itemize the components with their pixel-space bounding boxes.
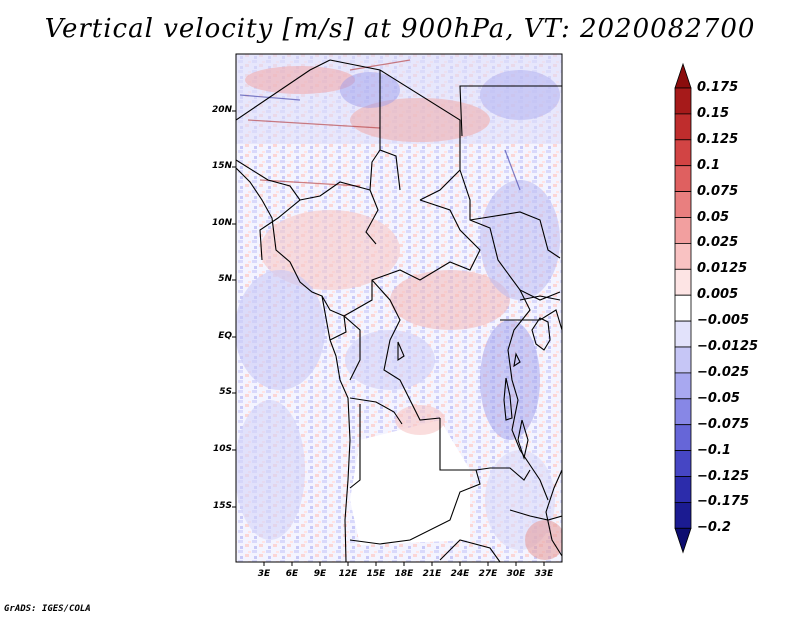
colorbar-label: 0.125 xyxy=(697,131,739,147)
lat-label: 10S xyxy=(212,444,232,454)
colorbar-label: 0.005 xyxy=(697,287,739,303)
lon-label: 18E xyxy=(394,569,414,579)
lat-label: EQ xyxy=(218,331,232,341)
colorbar-segment xyxy=(674,217,692,244)
lon-label: 6E xyxy=(285,569,299,579)
colorbar-segment xyxy=(674,191,692,218)
colorbar-segment xyxy=(674,424,692,452)
colorbar-label: −0.2 xyxy=(697,520,731,536)
colorbar-segment xyxy=(674,165,692,192)
colorbar-segment xyxy=(674,87,692,115)
lat-label: 10N xyxy=(211,218,232,228)
colorbar-label: −0.025 xyxy=(697,364,750,380)
lon-label: 9E xyxy=(313,569,327,579)
colorbar-segment xyxy=(674,139,692,167)
colorbar-label: −0.05 xyxy=(697,390,740,406)
colorbar-label: −0.005 xyxy=(697,313,750,329)
colorbar-segment xyxy=(674,501,692,529)
colorbar-label: 0.175 xyxy=(697,80,739,95)
lon-label: 15E xyxy=(366,569,386,579)
colorbar-label: 0.15 xyxy=(697,105,730,121)
colorbar-label: −0.125 xyxy=(697,468,750,484)
colorbar-segment xyxy=(674,268,692,296)
lat-label: 20N xyxy=(211,105,232,115)
colorbar-label: −0.175 xyxy=(697,494,750,510)
lat-label: 15N xyxy=(211,161,232,171)
velocity-field xyxy=(236,54,562,562)
boundaries xyxy=(236,59,562,562)
lon-label: 30E xyxy=(506,569,526,579)
colorbar-label: −0.1 xyxy=(697,442,731,458)
colorbar-segment xyxy=(674,372,692,400)
credit-text: GrADS: IGES/COLA xyxy=(4,604,91,614)
lon-label: 12E xyxy=(338,569,358,579)
colorbar-label: −0.075 xyxy=(697,416,750,432)
colorbar-segment xyxy=(674,320,692,348)
colorbar-label: 0.1 xyxy=(697,157,721,173)
colorbar-label: 0.05 xyxy=(697,209,730,225)
colorbar-label: −0.0125 xyxy=(697,339,759,354)
lat-label: 5S xyxy=(219,387,232,397)
colorbar-segment xyxy=(674,450,692,477)
colorbar-label: 0.0125 xyxy=(697,261,748,277)
lat-label: 5N xyxy=(218,274,232,284)
lon-label: 21E xyxy=(422,569,442,579)
colorbar-segment xyxy=(674,398,692,426)
colorbar-segment xyxy=(674,476,692,503)
colorbar xyxy=(674,62,692,554)
lat-ticks xyxy=(232,110,236,508)
colorbar-segment xyxy=(674,346,692,374)
colorbar-arrow-top xyxy=(674,62,692,89)
lon-label: 27E xyxy=(478,569,498,579)
lat-label: 15S xyxy=(212,501,232,511)
lon-label: 33E xyxy=(534,569,554,579)
colorbar-label: 0.025 xyxy=(697,235,739,251)
map-title: Vertical velocity [m/s] at 900hPa, VT: 2… xyxy=(44,14,756,44)
colorbar-segment xyxy=(674,242,692,270)
colorbar-segment xyxy=(674,113,692,141)
colorbar-arrow-bottom xyxy=(674,527,692,554)
lon-label: 24E xyxy=(450,569,470,579)
colorbar-label: 0.075 xyxy=(697,183,739,199)
colorbar-segment xyxy=(674,294,692,322)
lon-ticks xyxy=(263,562,545,566)
lon-label: 3E xyxy=(257,569,271,579)
map-frame xyxy=(235,53,563,563)
